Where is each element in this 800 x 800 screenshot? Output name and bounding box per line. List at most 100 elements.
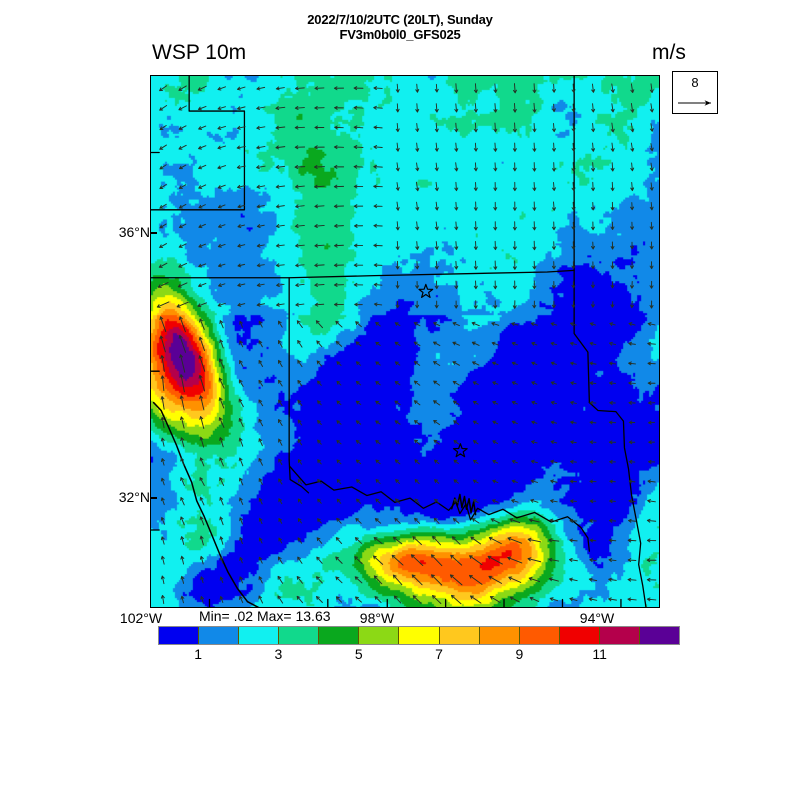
wind-arrow	[488, 575, 502, 584]
wind-arrow	[454, 181, 459, 192]
wind-arrow	[630, 103, 635, 113]
wind-arrow	[373, 105, 383, 110]
wind-arrow	[353, 145, 364, 150]
colorbar-cell	[159, 627, 200, 644]
wind-arrow	[433, 517, 440, 524]
wind-arrow	[550, 400, 557, 405]
wind-arrow	[649, 221, 654, 230]
wind-arrow	[452, 400, 460, 406]
wind-arrow	[512, 83, 517, 94]
wind-arrow	[571, 182, 576, 192]
wind-arrow	[647, 361, 656, 366]
wind-arrow	[258, 576, 263, 584]
wind-arrow	[469, 555, 483, 566]
wind-arrow	[511, 499, 519, 503]
wind-arrow	[373, 223, 383, 228]
wind-arrow	[217, 165, 227, 170]
wind-arrow	[219, 556, 224, 564]
wind-arrow	[275, 86, 285, 91]
wind-arrow	[434, 241, 439, 250]
wind-arrow	[452, 321, 460, 327]
wind-arrow	[434, 280, 439, 290]
wind-arrow	[219, 339, 224, 349]
wind-arrow	[176, 301, 189, 308]
wind-arrow	[314, 283, 325, 287]
wind-arrow	[294, 184, 305, 189]
wind-arrow	[236, 86, 246, 91]
wind-arrow	[258, 478, 263, 485]
wind-arrow	[472, 479, 479, 484]
wind-arrow	[454, 162, 459, 172]
wind-arrow	[278, 537, 283, 544]
colorbar-cell	[239, 627, 280, 644]
wind-arrow	[198, 243, 206, 248]
wind-arrow	[236, 145, 246, 150]
wind-arrow	[512, 221, 517, 231]
wind-arrow	[159, 85, 168, 92]
wind-arrow	[218, 358, 225, 369]
wind-arrow	[237, 243, 246, 248]
wind-arrow	[511, 401, 518, 405]
wind-arrow	[588, 577, 598, 582]
wind-arrow	[375, 440, 381, 445]
wind-arrow	[531, 420, 538, 425]
wind-vector-legend: 8	[672, 71, 718, 114]
wind-arrow	[630, 300, 634, 309]
colorbar-cell	[639, 627, 680, 644]
wind-arrow	[649, 103, 654, 113]
wind-arrow	[239, 340, 244, 348]
wind-arrow	[160, 416, 165, 429]
wind-arrow	[258, 537, 263, 544]
wind-arrow	[395, 122, 400, 133]
wind-arrow	[551, 281, 556, 289]
wind-arrow	[628, 479, 636, 484]
wind-arrow	[218, 397, 225, 409]
wind-arrow	[647, 479, 656, 484]
wind-arrow	[570, 322, 577, 326]
wind-arrow	[275, 145, 286, 150]
wind-arrow	[258, 418, 264, 427]
wind-arrow	[278, 320, 283, 328]
wind-arrow	[200, 596, 204, 603]
wind-arrow-icon	[678, 100, 711, 106]
wind-arrow	[610, 281, 615, 289]
wind-arrow	[492, 361, 499, 366]
wind-arrow	[433, 322, 441, 327]
wind-arrow	[180, 555, 185, 565]
wind-arrow	[549, 518, 559, 523]
wind-arrow	[177, 282, 188, 288]
wind-arrow	[470, 536, 482, 545]
wind-arrow	[278, 340, 283, 348]
wind-arrow	[492, 381, 499, 386]
wind-arrow	[589, 558, 597, 563]
wind-arrow	[295, 86, 305, 91]
wind-arrow	[511, 381, 518, 386]
colorbar-tick-1: 1	[194, 646, 203, 662]
wind-arrow	[569, 518, 578, 523]
wind-arrow	[413, 341, 421, 347]
wind-arrow	[569, 459, 577, 464]
wind-arrow	[589, 420, 597, 425]
wind-arrow	[432, 535, 442, 546]
wind-arrow	[316, 537, 323, 544]
wind-arrow	[333, 184, 345, 189]
wind-arrow	[277, 575, 284, 584]
wind-arrow	[571, 201, 576, 211]
wind-arrow	[434, 459, 440, 465]
wind-arrow	[395, 182, 400, 191]
wind-arrow	[454, 260, 459, 270]
wind-arrow	[256, 283, 265, 287]
lon-label-94w: 94°W	[579, 610, 615, 626]
wind-arrow	[412, 536, 422, 546]
wind-arrow	[295, 302, 305, 307]
wind-arrow	[258, 457, 263, 466]
colorbar-cell	[479, 627, 520, 644]
wind-arrow	[297, 340, 303, 348]
wind-arrow	[628, 420, 636, 425]
map-plot-area[interactable]	[150, 75, 660, 608]
wind-arrow	[434, 498, 440, 504]
wind-arrow	[237, 184, 246, 189]
wind-arrow	[335, 576, 343, 584]
wind-arrow	[473, 142, 478, 152]
wind-arrow	[473, 103, 478, 113]
